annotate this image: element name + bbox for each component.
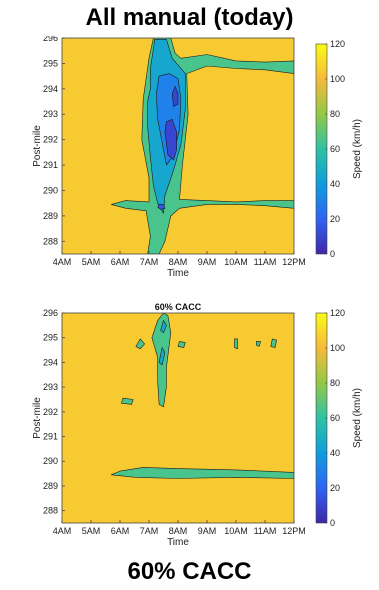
x-axis-label-1: Time [167, 537, 189, 548]
y-tick-label-1-2: 290 [43, 456, 58, 466]
colorbar-tick-label-0-4: 80 [330, 109, 340, 119]
y-tick-label-1-0: 288 [43, 506, 58, 516]
heading-top: All manual (today) [85, 4, 294, 31]
y-tick-label-1-8: 296 [43, 308, 58, 318]
congestion-region-1-2 [135, 338, 145, 350]
x-tick-label-1-2: 6AM [111, 526, 130, 536]
y-tick-label-0-6: 294 [43, 84, 58, 94]
congestion-region-0-5 [157, 204, 166, 210]
x-tick-label-0-1: 5AM [82, 257, 101, 267]
speed-heatmap-60-cacc: 288 289 290 291 292 293 294 295 296 4AM 5AM 6AM 7AM 8… [32, 302, 363, 548]
x-tick-label-1-4: 8AM [169, 526, 188, 536]
speed-heatmap-all-manual: 288 289 290 291 292 293 294 295 296 4AM 5AM 6AM 7AM 8… [32, 36, 363, 279]
y-tick-label-0-1: 289 [43, 211, 58, 221]
congestion-region-1-9 [160, 320, 167, 334]
y-tick-label-1-6: 294 [43, 357, 58, 367]
y-tick-label-1-7: 295 [43, 333, 58, 343]
colorbar-tick-label-0-0: 0 [330, 249, 335, 259]
congestion-region-1-6 [255, 341, 261, 347]
x-tick-label-1-6: 10AM [224, 526, 248, 536]
colorbar-tick-label-0-5: 100 [330, 74, 345, 84]
colorbar-tick-label-1-4: 80 [330, 378, 340, 388]
congestion-region-1-3 [121, 397, 134, 405]
colorbar-tick-label-1-3: 60 [330, 413, 340, 423]
congestion-region-0-4 [171, 85, 179, 107]
x-tick-label-0-7: 11AM [254, 257, 277, 267]
congestion-region-1-1 [111, 467, 294, 479]
colorbar-tick-label-1-6: 120 [330, 308, 345, 318]
x-tick-label-0-3: 7AM [140, 257, 159, 267]
chart-title-1: 60% CACC [155, 302, 202, 312]
colorbar-tick-label-1-2: 40 [330, 448, 340, 458]
x-tick-label-1-3: 7AM [140, 526, 159, 536]
colorbar-tick-label-1-0: 0 [330, 518, 335, 528]
x-tick-label-0-4: 8AM [169, 257, 188, 267]
x-tick-label-0-6: 10AM [224, 257, 248, 267]
y-tick-label-0-4: 292 [43, 135, 58, 145]
x-tick-label-1-7: 11AM [254, 526, 277, 536]
colorbar-tick-label-0-2: 40 [330, 179, 340, 189]
x-tick-label-0-5: 9AM [198, 257, 217, 267]
colorbar-label-0: Speed (km/h) [352, 119, 363, 179]
colorbar-label-1: Speed (km/h) [352, 388, 363, 448]
x-tick-label-0-0: 4AM [53, 257, 72, 267]
colorbar-tick-label-0-1: 20 [330, 214, 340, 224]
x-tick-label-1-8: 12PM [282, 526, 306, 536]
colorbar-tick-label-0-3: 60 [330, 144, 340, 154]
y-tick-label-0-7: 295 [43, 58, 58, 68]
y-tick-label-0-8: 296 [43, 36, 58, 43]
congestion-region-1-5 [234, 338, 238, 350]
congestion-layer-1 [111, 313, 294, 479]
y-tick-label-0-0: 288 [43, 236, 58, 246]
y-tick-label-0-5: 293 [43, 109, 58, 119]
y-tick-label-1-3: 291 [43, 432, 58, 442]
x-tick-label-1-1: 5AM [82, 526, 101, 536]
x-tick-label-0-8: 12PM [282, 257, 306, 267]
heading-bottom: 60% CACC [127, 558, 252, 585]
y-tick-label-0-2: 290 [43, 185, 58, 195]
congestion-region-0-3 [164, 119, 177, 161]
plot-background-1 [62, 313, 294, 523]
congestion-region-1-8 [158, 347, 166, 366]
colorbar-tick-label-0-6: 120 [330, 39, 345, 49]
congestion-layer-0 [111, 38, 294, 254]
colorbar-tick-label-1-1: 20 [330, 483, 340, 493]
x-tick-label-1-5: 9AM [198, 526, 217, 536]
y-axis-label-1: Post-mile [32, 397, 43, 439]
x-tick-label-0-2: 6AM [111, 257, 130, 267]
y-tick-label-1-1: 289 [43, 481, 58, 491]
x-tick-label-1-0: 4AM [53, 526, 72, 536]
x-axis-label-0: Time [167, 268, 189, 279]
y-tick-label-0-3: 291 [43, 160, 58, 170]
y-tick-label-1-4: 292 [43, 407, 58, 417]
y-tick-label-1-5: 293 [43, 382, 58, 392]
y-axis-label-0: Post-mile [32, 125, 43, 167]
colorbar-tick-label-1-5: 100 [330, 343, 345, 353]
congestion-region-1-4 [177, 341, 186, 348]
congestion-region-1-7 [270, 338, 277, 348]
